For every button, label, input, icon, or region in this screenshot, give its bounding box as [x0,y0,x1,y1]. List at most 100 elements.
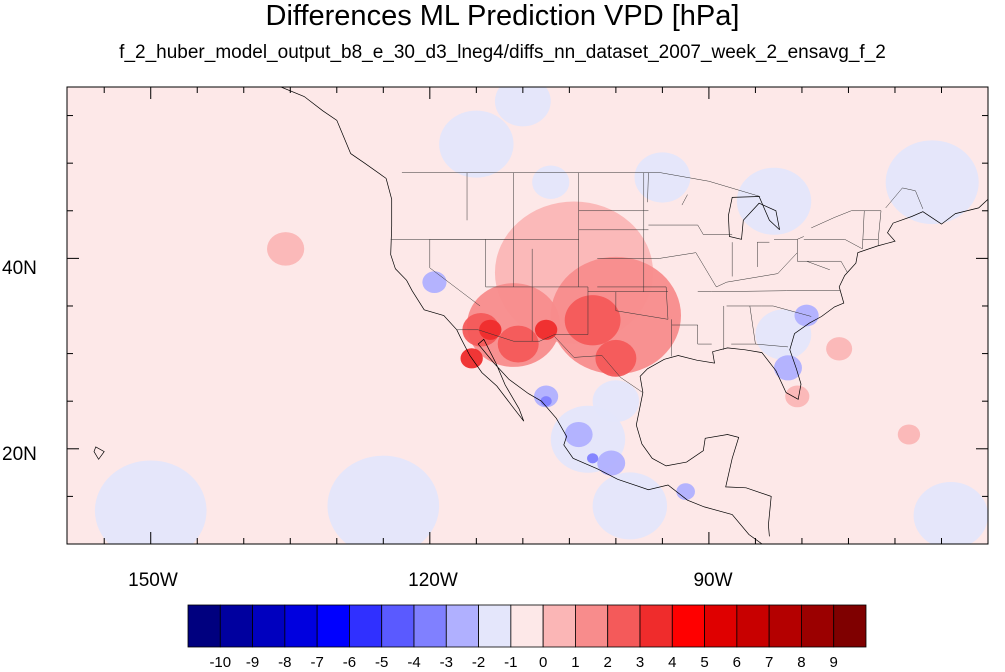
colorbar-label: -4 [407,654,421,671]
vpd-contour-neg-31 [540,396,552,407]
lat-label-20n: 20N [2,444,37,465]
state-boundary-14 [539,334,555,342]
state-boundary-43 [726,273,778,283]
state-boundary-20 [601,355,621,378]
state-boundary-65 [840,261,848,273]
vpd-contour-pos-2 [826,337,853,361]
colorbar-label: -3 [439,654,453,671]
colorbar-swatch-19 [801,604,835,648]
vpd-contour-neg-20 [422,271,447,294]
vpd-contour-pos-3 [785,385,810,408]
state-boundary-8 [429,267,481,307]
state-boundary-21 [620,377,643,393]
state-boundary-73 [902,187,916,192]
colorbar-label: 5 [700,654,709,671]
state-boundary-16 [478,329,514,342]
state-boundary-29 [665,286,669,320]
colorbar-label: -9 [245,654,260,671]
colorbar-label: 6 [732,654,742,671]
colorbar-swatch-1 [219,604,253,648]
state-boundary-76 [708,181,761,197]
state-boundary-19 [573,355,602,358]
colorbar-swatch-17 [736,604,770,648]
vpd-contour-pos-28 [497,325,539,363]
vpd-contour-neg-8 [439,110,514,178]
coastline-atlantic [639,199,988,400]
coastline-gulf-of-mexico [635,392,772,537]
vpd-contour-pos-34 [479,319,502,340]
state-boundary-28 [615,310,669,320]
colorbar-label: 4 [668,654,677,671]
vpd-contour-neg-32 [587,453,599,464]
vpd-contour-pos-4 [897,424,921,445]
colorbar-swatch-15 [671,604,705,648]
state-boundary-18 [554,336,575,358]
colorbar-label: -6 [342,654,357,671]
state-boundary-54 [773,305,812,317]
colorbar-label: 2 [603,654,612,671]
colorbar-label: -7 [310,654,324,671]
lat-label-40n: 40N [2,258,37,279]
vpd-contour-pos-30 [595,339,637,377]
coastline-pacific-northwest [280,87,387,179]
colorbar-label: -1 [504,654,518,671]
colorbar-label: -5 [375,654,389,671]
colorbar-swatch-3 [284,604,318,648]
vpd-contour-pos-29 [564,295,621,346]
colorbar-label: 9 [829,654,838,671]
colorbar-swatch-5 [349,604,383,648]
vpd-contour-neg-5 [532,165,570,199]
state-boundary-61 [862,210,865,249]
colorbar-swatch-0 [187,604,221,648]
state-boundary-69 [811,217,835,229]
colorbar-swatch-11 [542,604,576,648]
vpd-contour-neg-21 [794,304,819,327]
colorbar-swatch-18 [768,604,802,648]
state-boundary-66 [806,260,830,271]
state-boundary-36 [681,194,688,206]
vpd-contour-neg-25 [597,450,626,476]
colorbar-swatch-13 [607,604,641,648]
colorbar-swatch-4 [316,604,350,648]
state-boundary-37 [697,224,704,235]
state-boundary-39 [695,252,717,288]
colorbar-swatch-6 [381,604,415,648]
state-boundary-44 [711,290,787,292]
colorbar-swatch-10 [510,604,544,648]
colorbar-swatch-16 [704,604,738,648]
state-boundary-75 [660,172,709,182]
state-boundary-40 [716,281,727,288]
state-boundary-58 [797,236,804,240]
coastline-hawaii [93,446,105,460]
state-boundary-72 [885,187,903,209]
colorbar-label: 7 [764,654,774,671]
colorbar-swatch-8 [445,604,479,648]
map-subtitle: f_2_huber_model_output_b8_e_30_d3_lneg4/… [119,42,886,63]
vpd-contour-neg-12 [327,455,440,544]
state-boundary-33 [659,252,696,259]
colorbar-swatch-12 [575,604,609,648]
vpd-contour-neg-22 [774,355,802,381]
colorbar-label: 3 [635,654,645,671]
state-boundary-55 [777,252,798,274]
vpd-contour-neg-24 [564,421,593,448]
state-boundary-70 [834,210,852,218]
vpd-contour-neg-16 [885,140,979,225]
vpd-contour-neg-7 [736,167,812,235]
lon-label-150w: 150W [128,570,178,591]
lon-label-120w: 120W [408,570,458,591]
vpd-contour-neg-9 [494,87,551,127]
state-boundary-35 [647,172,649,203]
colorbar-swatch-7 [413,604,447,648]
vpd-contour-pos-35 [534,319,558,340]
colorbar-swatch-20 [833,604,867,648]
colorbar-swatch-14 [639,604,673,648]
colorbar-label: -2 [471,654,486,671]
state-boundary-74 [915,190,924,209]
vpd-contour-pos-0 [267,232,305,266]
vpd-contour-neg-13 [592,472,668,540]
state-boundary-62 [877,210,882,240]
state-boundary-51 [749,305,756,345]
vpd-contour-neg-15 [913,481,988,544]
